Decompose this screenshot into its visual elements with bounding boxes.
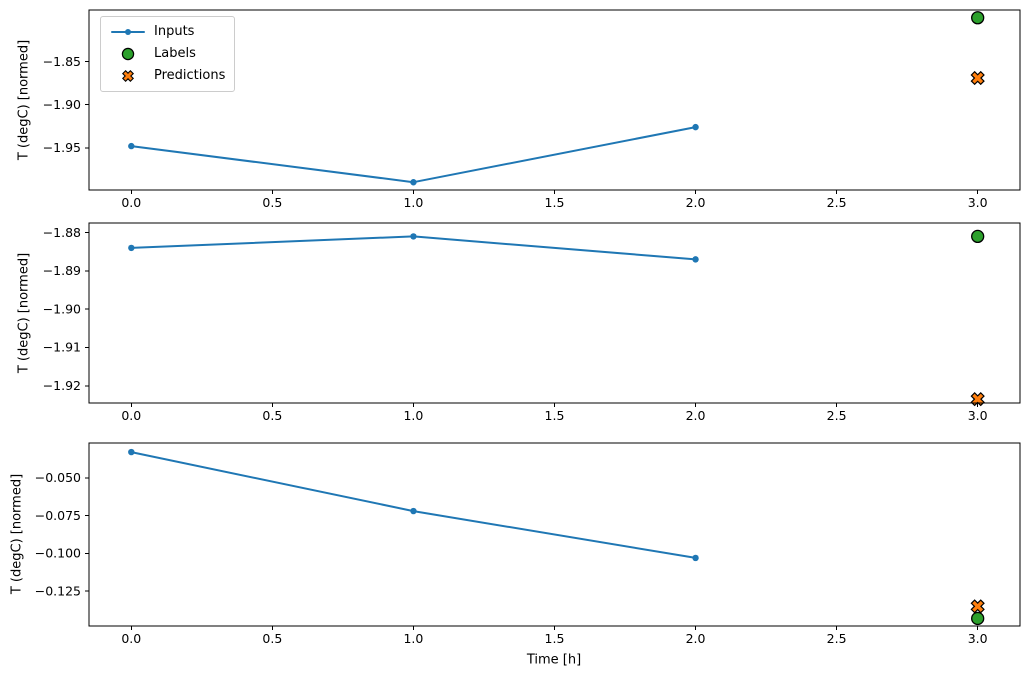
predictions-series (970, 70, 985, 86)
inputs-point (410, 507, 417, 515)
y-axis-label-subplot-3: T (degC) [normed] (9, 473, 25, 595)
x-tick-label: 2.0 (686, 195, 706, 210)
legend-item-inputs: Inputs (110, 21, 225, 43)
prediction-point (970, 70, 985, 86)
legend-item-predictions: Predictions (110, 65, 225, 87)
labels-series (971, 229, 985, 244)
y-tick-label: −1.91 (43, 340, 81, 355)
inputs-line (130, 451, 697, 559)
x-tick-label: 2.5 (827, 195, 847, 210)
y-tick-label: −1.95 (43, 140, 81, 155)
inputs-line (130, 126, 697, 184)
x-tick-label: 0.5 (262, 631, 282, 646)
y-tick-label: −1.90 (43, 97, 81, 112)
axes-spines (88, 442, 1021, 627)
y-tick-label: −0.100 (35, 546, 81, 561)
y-tick-label: −0.075 (35, 508, 81, 523)
x-tick-label: 3.0 (968, 195, 988, 210)
x-tick-label: 2.5 (827, 408, 847, 423)
x-tick-label: 0.0 (121, 631, 141, 646)
x-tick-label: 1.0 (403, 195, 423, 210)
inputs-point (692, 554, 699, 562)
y-tick-label: −0.125 (35, 583, 81, 598)
predictions-series (970, 392, 985, 407)
x-axis-label: Time [h] (526, 652, 582, 668)
inputs-line (130, 235, 697, 261)
x-tick-label: 2.5 (827, 631, 847, 646)
y-axis-label-subplot-1: T (degC) [normed] (16, 39, 32, 161)
x-tick-label: 2.0 (686, 408, 706, 423)
prediction-point (970, 392, 985, 407)
legend-label: Labels (154, 46, 196, 61)
predictions-x-icon (110, 68, 146, 84)
y-tick-label: −0.050 (35, 470, 81, 485)
inputs-series (128, 123, 699, 186)
legend-label: Inputs (154, 24, 195, 39)
subplot-2: 0.0 0.5 1.0 1.5 2.0 2.5 3.0 −1.88 −1.89 −1.90 −1.9… (43, 222, 1021, 423)
legend-item-labels: Labels (110, 43, 225, 65)
label-point (971, 11, 985, 25)
inputs-point (128, 244, 135, 252)
legend-label: Predictions (154, 68, 226, 83)
x-tick-label: 0.5 (262, 408, 282, 423)
inputs-series (128, 448, 699, 562)
x-tick-label: 3.0 (968, 408, 988, 423)
label-point (971, 229, 985, 244)
inputs-point (128, 142, 135, 150)
inputs-point (128, 448, 135, 456)
x-tick-label: 3.0 (968, 631, 988, 646)
label-point (971, 611, 985, 626)
labels-circle-icon (110, 46, 146, 62)
prediction-point (970, 599, 985, 614)
y-tick-label: −1.88 (43, 225, 81, 240)
x-tick-label: 1.5 (545, 408, 565, 423)
predictions-series (970, 599, 985, 614)
legend: Inputs Labels Predictions (100, 16, 236, 92)
x-tick-label: 1.5 (545, 195, 565, 210)
inputs-series (128, 233, 699, 263)
axes-spines (88, 222, 1021, 404)
labels-series (971, 11, 985, 25)
inputs-point (410, 233, 417, 240)
subplot-3: 0.0 0.5 1.0 1.5 2.0 2.5 3.0 −0.050 −0.075 −0.100 −… (35, 442, 1021, 646)
y-tick-label: −1.92 (43, 378, 81, 393)
y-tick-label: −1.85 (43, 54, 81, 69)
x-tick-label: 0.0 (121, 195, 141, 210)
inputs-point (692, 256, 699, 263)
y-axis-label-subplot-2: T (degC) [normed] (16, 252, 32, 374)
axes-spines (88, 9, 1021, 191)
inputs-point (410, 179, 417, 186)
labels-series (971, 611, 985, 626)
x-tick-label: 1.0 (403, 408, 423, 423)
x-tick-label: 0.0 (121, 408, 141, 423)
x-tick-label: 2.0 (686, 631, 706, 646)
x-tick-label: 1.0 (403, 631, 423, 646)
y-tick-label: −1.89 (43, 263, 81, 278)
x-tick-label: 0.5 (262, 195, 282, 210)
x-tick-label: 1.5 (545, 631, 565, 646)
inputs-point (692, 123, 699, 131)
y-tick-label: −1.90 (43, 301, 81, 316)
subplot-1: 0.0 0.5 1.0 1.5 2.0 2.5 3.0 −1.85 −1.90 −1.95 (43, 9, 1021, 210)
inputs-line-icon (110, 24, 146, 40)
